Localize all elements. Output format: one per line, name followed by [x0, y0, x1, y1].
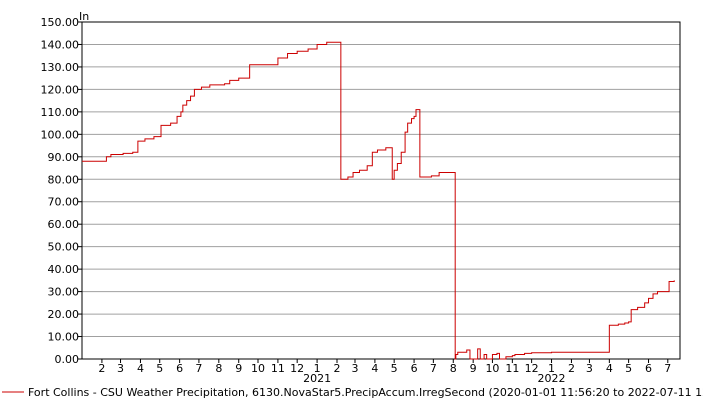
y-tick-label: 50.00: [48, 241, 80, 254]
x-tick-label: 6: [411, 362, 418, 375]
x-tick-label: 3: [351, 362, 358, 375]
x-tick-label: 2: [98, 362, 105, 375]
x-tick-label: 12: [290, 362, 304, 375]
y-axis-label: In: [79, 10, 89, 23]
x-tick-label: 10: [251, 362, 265, 375]
x-year-label: 2021: [303, 372, 331, 385]
x-tick-label: 2: [568, 362, 575, 375]
x-tick-label: 6: [176, 362, 183, 375]
y-tick-label: 80.00: [48, 173, 80, 186]
x-tick-label: 5: [391, 362, 398, 375]
x-year-label: 2022: [538, 372, 566, 385]
y-tick-label: 40.00: [48, 263, 80, 276]
gridlines: [82, 43, 680, 338]
x-tick-label: 4: [371, 362, 378, 375]
x-tick-label: 7: [195, 362, 202, 375]
x-tick-label: 5: [156, 362, 163, 375]
x-tick-label: 3: [586, 362, 593, 375]
y-tick-label: 140.00: [41, 38, 80, 51]
x-axis-ticks: 2 3 4 5 6 7 8 9 10 11 12 1 2 3 4 5 6 7 8 9 10 11 12 1 2 3 4 5 6 72021…: [98, 359, 671, 385]
x-tick-label: 9: [235, 362, 242, 375]
series-line: [82, 41, 675, 360]
x-tick-label: 8: [450, 362, 457, 375]
x-tick-label: 11: [505, 362, 519, 375]
x-tick-label: 2: [334, 362, 341, 375]
y-tick-label: 70.00: [48, 196, 80, 209]
x-tick-label: 6: [645, 362, 652, 375]
y-tick-label: 20.00: [48, 308, 80, 321]
plot-frame: [81, 21, 681, 360]
y-tick-label: 150.00: [41, 16, 80, 29]
y-tick-label: 30.00: [48, 286, 80, 299]
y-tick-label: 90.00: [48, 151, 80, 164]
x-tick-label: 5: [625, 362, 632, 375]
x-tick-label: 1: [314, 362, 321, 375]
y-tick-label: 120.00: [41, 83, 80, 96]
y-axis-ticks: 0.00 10.00 20.00 30.00 40.00 50.00 60.00 70.00 8…: [41, 16, 82, 366]
x-tick-label: 3: [117, 362, 124, 375]
y-tick-label: 110.00: [41, 106, 80, 119]
x-tick-label: 7: [430, 362, 437, 375]
y-tick-label: 130.00: [41, 61, 80, 74]
x-tick-label: 8: [215, 362, 222, 375]
x-tick-label: 1: [548, 362, 555, 375]
legend-series-name: Fort Collins - CSU Weather Precipitation…: [28, 386, 703, 399]
x-tick-label: 9: [470, 362, 477, 375]
y-tick-label: 0.00: [55, 353, 80, 366]
x-tick-label: 4: [137, 362, 144, 375]
x-tick-label: 7: [664, 362, 671, 375]
y-tick-label: 10.00: [48, 331, 80, 344]
x-tick-label: 4: [606, 362, 613, 375]
y-tick-label: 60.00: [48, 218, 80, 231]
y-tick-label: 100.00: [41, 128, 80, 141]
x-tick-label: 12: [525, 362, 539, 375]
x-tick-label: 10: [485, 362, 499, 375]
x-tick-label: 11: [271, 362, 285, 375]
